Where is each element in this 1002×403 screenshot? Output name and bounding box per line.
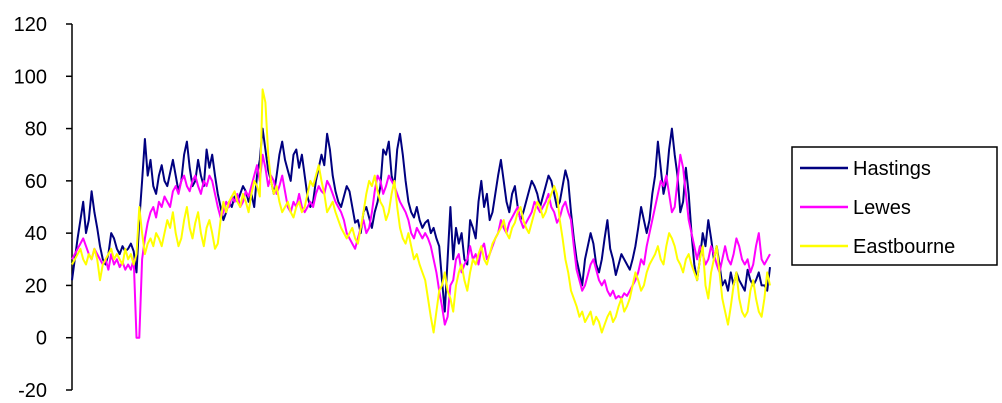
- series-line-eastbourne: [71, 88, 771, 334]
- y-tick-label: 0: [36, 328, 47, 350]
- series-line-hastings: [71, 127, 771, 313]
- legend-box: [791, 146, 998, 266]
- y-tick-label: 40: [25, 223, 47, 245]
- y-tick-label: 60: [25, 171, 47, 193]
- y-axis: -20 0 20 40 60 80 100 120: [14, 14, 73, 402]
- legend: Hastings Lewes Eastbourne: [791, 146, 998, 266]
- y-tick-label: 100: [14, 66, 47, 88]
- y-tick-label: 20: [25, 275, 47, 297]
- legend-label-lewes: Lewes: [853, 197, 911, 219]
- y-tick-label: 80: [25, 119, 47, 141]
- legend-label-eastbourne: Eastbourne: [853, 236, 955, 258]
- y-tick-label: 120: [14, 14, 47, 36]
- series-layer: [71, 88, 771, 339]
- y-tick-label: -20: [18, 380, 47, 402]
- series-line-lewes: [71, 153, 771, 339]
- legend-label-hastings: Hastings: [853, 158, 931, 180]
